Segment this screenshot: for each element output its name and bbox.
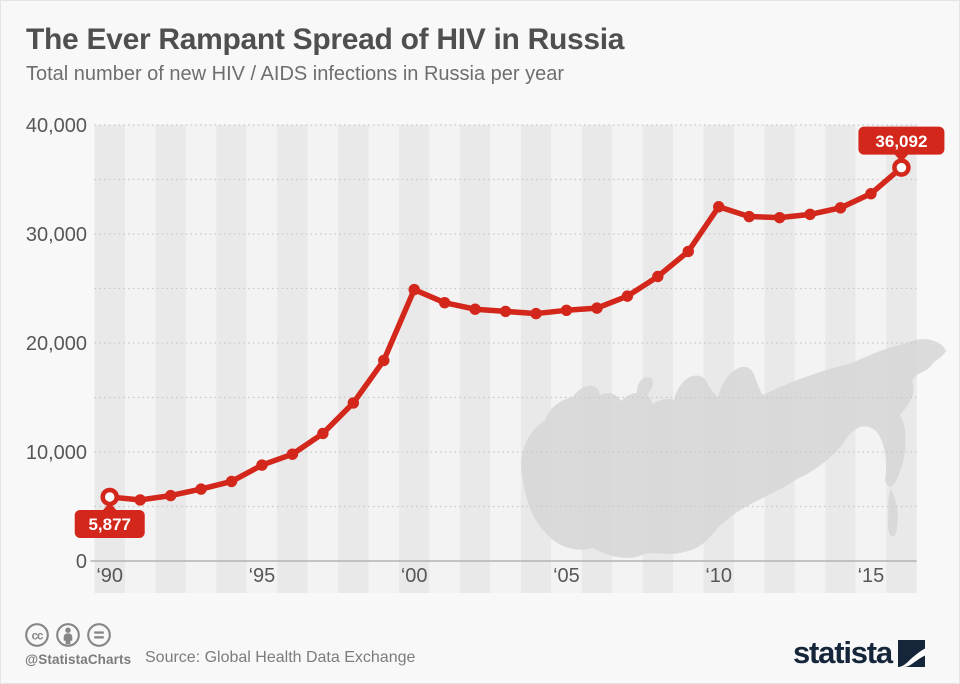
statista-wordmark: statista: [793, 635, 893, 670]
y-tick-label: 10,000: [26, 442, 87, 464]
data-point: [469, 303, 481, 315]
data-point: [164, 489, 177, 502]
data-point: [560, 304, 573, 316]
year-stripes: [94, 125, 917, 593]
callout-value: 5,877: [88, 515, 131, 534]
data-point: [378, 354, 390, 367]
data-point: [713, 201, 725, 213]
data-point: [591, 302, 603, 314]
no-derivatives-icon: [87, 623, 111, 647]
x-tick-label: ‘05: [553, 565, 580, 587]
data-point: [773, 211, 786, 224]
statista-logo-icon: [897, 639, 925, 667]
chart-title: The Ever Rampant Spread of HIV in Russia: [26, 23, 625, 56]
russia-map-silhouette: [521, 339, 946, 558]
source-text: Source: Global Health Data Exchange: [145, 649, 416, 666]
y-tick-label: 20,000: [26, 333, 87, 355]
data-point: [134, 494, 146, 506]
x-axis-labels: ‘90 ‘95 ‘00 ‘05 ‘10 ‘15: [96, 565, 884, 587]
x-tick-label: ‘15: [858, 565, 885, 587]
data-point: [499, 305, 512, 318]
value-callout: 5,877: [74, 502, 145, 538]
data-point: [652, 270, 664, 283]
data-point: [100, 487, 119, 507]
y-axis-labels: 0 10,000 20,000 30,000 40,000: [26, 115, 87, 573]
data-point: [317, 427, 329, 440]
x-tick-label: ‘00: [401, 565, 428, 587]
x-tick-label: ‘90: [96, 565, 123, 587]
x-tick-label: ‘10: [705, 565, 732, 587]
data-point: [743, 210, 755, 223]
data-point: [286, 448, 299, 460]
data-point: [530, 307, 542, 320]
data-point: [408, 283, 420, 296]
statista-logo: statista: [793, 635, 925, 671]
data-point: [347, 397, 360, 409]
data-point: [865, 187, 877, 200]
y-tick-label: 40,000: [26, 115, 87, 137]
data-point: [225, 475, 238, 488]
svg-text:cc: cc: [32, 630, 44, 642]
license-block: cc: [24, 622, 112, 654]
data-point: [256, 459, 268, 471]
chart-subtitle: Total number of new HIV / AIDS infection…: [26, 63, 565, 85]
data-point: [195, 483, 207, 495]
data-point: [621, 290, 634, 302]
y-tick-label: 0: [76, 551, 87, 573]
value-callout: 36,092: [858, 126, 945, 163]
data-point: [438, 296, 451, 309]
data-point: [682, 245, 694, 258]
y-tick-label: 30,000: [26, 224, 87, 246]
statista-charts-handle: @StatistaCharts: [25, 652, 132, 667]
data-point: [892, 158, 911, 177]
data-point: [804, 208, 816, 221]
callout-value: 36,092: [875, 132, 927, 151]
data-point: [834, 202, 847, 214]
attribution-icon: [56, 623, 80, 647]
x-tick-label: ‘95: [249, 565, 276, 587]
data-points: [100, 158, 911, 507]
cc-icon: cc: [25, 623, 49, 647]
